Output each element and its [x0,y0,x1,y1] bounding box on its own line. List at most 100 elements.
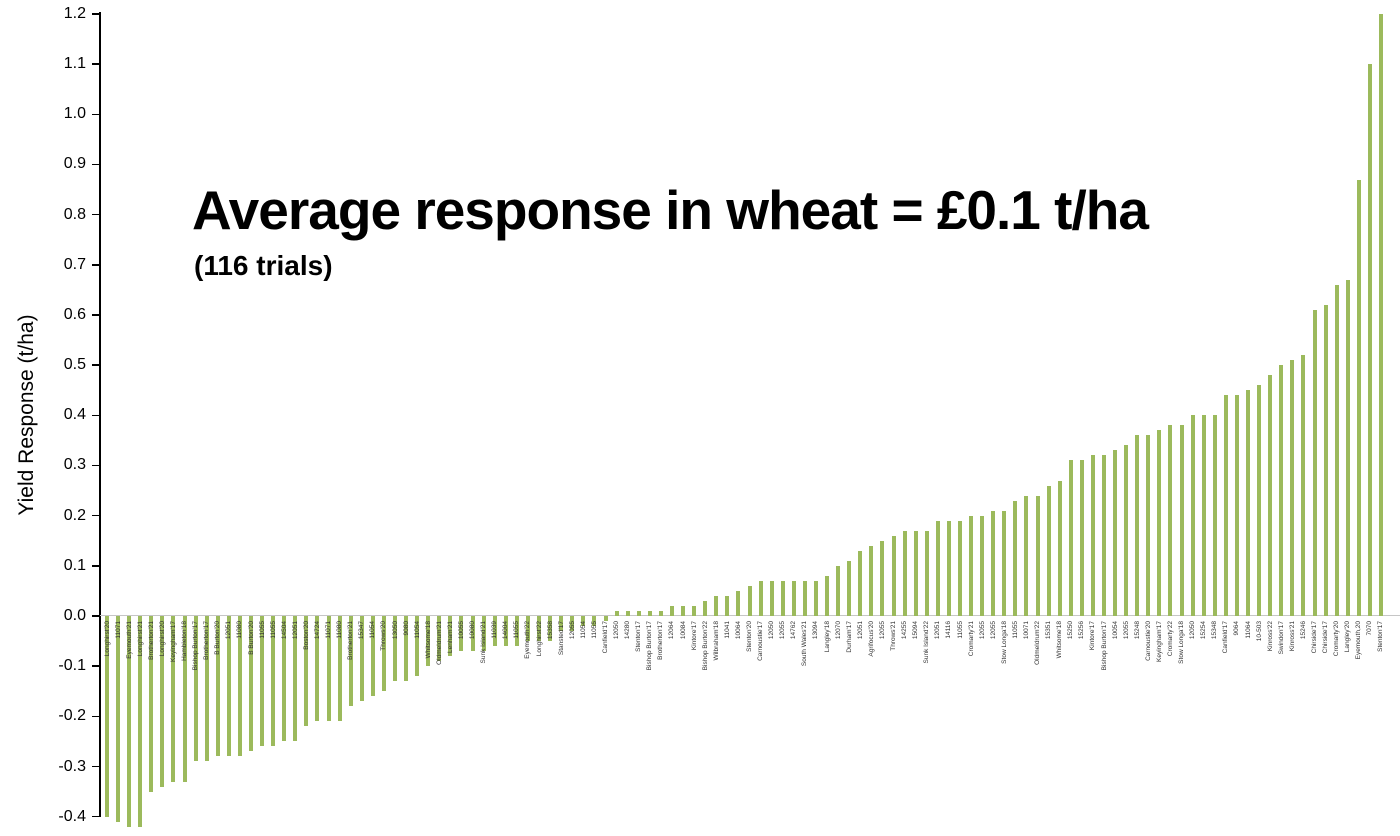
bar [924,530,929,616]
x-tick-label: 11054 [369,621,377,639]
x-tick-label: Longhirst'20 [158,621,166,657]
y-tick-mark [92,414,100,417]
x-tick-label: 11054 [579,621,587,639]
bar [869,545,874,616]
bar [282,616,287,742]
bar [946,520,951,616]
x-tick-label: Langley'18 [823,621,831,653]
y-tick-label: 0.9 [63,155,86,173]
x-tick-label: 15250 [1067,621,1075,640]
x-tick-label: 10084 [679,621,687,640]
y-tick-label: 0.5 [63,356,86,374]
y-tick-mark [92,765,100,768]
x-tick-label: 14504 [280,621,288,640]
y-tick-label: 1.2 [63,4,86,22]
bar [1223,395,1228,616]
x-tick-label: 12051 [934,621,942,640]
bar [891,535,896,616]
bar [1268,375,1273,616]
y-tick-mark [92,314,100,316]
x-tick-label: 11055 [956,621,964,639]
y-tick-mark [92,63,100,65]
y-tick-mark [92,715,100,718]
bar [780,580,785,616]
bar [669,605,674,616]
bar [525,616,530,642]
bar [160,616,165,787]
bar [226,616,231,757]
bar [1079,460,1084,616]
x-tick-label: Agrifocus'20 [867,621,875,657]
bar [836,565,841,616]
bar [1367,64,1372,616]
chart-subtitle: (116 trials) [194,250,333,281]
y-tick-label: 0.7 [63,255,86,273]
bar [326,616,331,722]
bar [858,550,863,616]
bar [570,616,575,632]
x-tick-label: Lenham'21 [446,621,454,653]
bar [204,616,209,762]
bar [758,580,763,616]
x-tick-label: Kinross'22 [1266,621,1274,652]
bar [415,616,420,677]
x-tick-label: Longhirst'21 [136,621,144,657]
bar [293,616,298,742]
x-tick-label: 12050 [613,621,621,640]
x-tick-label: 11071 [114,621,122,639]
bar [492,616,497,647]
bar [1212,415,1217,616]
bar [1113,450,1118,616]
bar [769,580,774,616]
bar [116,616,121,822]
x-tick-label: Brotherton'17 [657,621,665,660]
x-tick-label: 14116 [945,621,953,639]
x-tick-label: 11080 [236,621,244,639]
bar [802,580,807,616]
bar [426,616,431,667]
x-tick-label: 12070 [834,621,842,640]
x-tick-label: 14762 [790,621,798,640]
x-tick-label: 10071 [1022,621,1030,640]
bar [1090,455,1095,616]
x-tick-label: Cromarty'21 [967,621,975,657]
x-tick-label: Stenton'17 [1377,621,1385,652]
y-tick-label: 1.1 [63,55,86,73]
x-tick-label: Brotherton'21 [147,621,155,660]
x-tick-label: Sunk Island'22 [923,621,931,664]
x-tick-label: Kintore'17 [1089,621,1097,651]
x-tick-label: 9080 [402,621,410,636]
bar [1201,415,1206,616]
x-tick-label: Kinross'21 [1288,621,1296,652]
bar [1301,355,1306,616]
x-tick-label: 10-503 [1255,621,1263,642]
bar [437,616,442,662]
bar [1279,365,1284,616]
bar [714,595,719,616]
x-tick-label: 7070 [1366,621,1374,636]
x-tick-label: 12055 [779,621,787,640]
x-tick-label: 10055 [457,621,465,640]
x-tick-label: 10064 [734,621,742,640]
bar [127,616,132,827]
y-tick-label: 0.4 [63,406,86,424]
x-tick-label: Cromarty'20 [1333,621,1341,657]
bar [958,520,962,616]
x-tick-label: 11055 [269,621,277,639]
x-tick-label: Bishop Burton'17 [192,621,200,671]
x-tick-label: Boston'20 [302,621,310,650]
x-tick-label: Sunk Island'21 [480,621,488,664]
x-tick-label: 12050 [768,621,776,640]
x-tick-label: 12051 [225,621,233,640]
y-tick-label: 0.1 [63,556,86,574]
bar [448,616,453,657]
bar [647,610,652,616]
x-tick-label: Stow Longa'18 [1000,621,1008,664]
x-tick-label: Swindon'17 [1277,621,1285,655]
bar [370,616,375,697]
bar [559,616,564,632]
bar [1102,455,1107,616]
x-tick-label: 15254 [1200,621,1208,640]
bar [1046,485,1051,616]
x-tick-label: 15246 [1299,621,1307,640]
